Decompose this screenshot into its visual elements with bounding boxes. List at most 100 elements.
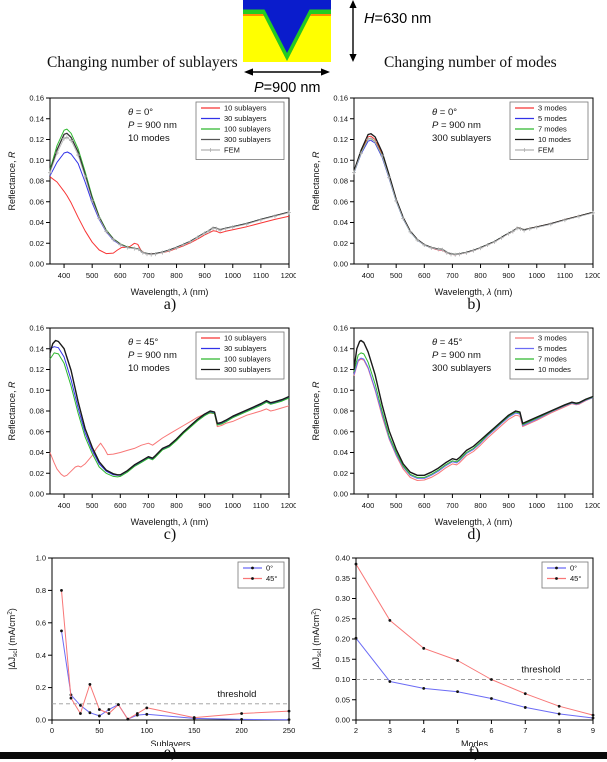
panel-c: 400 500 600 700 800 900 1000 1100 1200 0.00 0.02 0.… xyxy=(4,316,300,544)
svg-text:0.20: 0.20 xyxy=(335,635,350,644)
svg-text:0.06: 0.06 xyxy=(333,427,348,436)
condition-annotation: θ = 45° xyxy=(432,337,463,348)
condition-annotation: P = 900 nm xyxy=(432,350,481,361)
svg-text:600: 600 xyxy=(418,271,431,280)
svg-text:0.06: 0.06 xyxy=(333,197,348,206)
svg-text:0.00: 0.00 xyxy=(29,260,44,269)
svg-text:800: 800 xyxy=(474,501,487,510)
condition-annotation: 10 modes xyxy=(128,363,170,374)
series-5 modes xyxy=(353,357,594,479)
svg-text:0: 0 xyxy=(50,726,54,735)
svg-text:1200: 1200 xyxy=(281,501,296,510)
svg-text:0.10: 0.10 xyxy=(333,156,348,165)
right-column-title: Changing number of modes xyxy=(384,54,557,71)
legend-label: 30 sublayers xyxy=(224,344,267,353)
svg-text:1000: 1000 xyxy=(528,501,545,510)
svg-text:0.14: 0.14 xyxy=(333,114,348,123)
caption-a: a) xyxy=(163,296,177,313)
series-10 modes xyxy=(353,339,594,476)
svg-text:1100: 1100 xyxy=(557,271,573,280)
period-arrow-icon xyxy=(244,68,330,76)
condition-annotation: θ = 0° xyxy=(432,107,457,118)
legend-label: 300 sublayers xyxy=(224,135,271,144)
condition-annotation: P = 900 nm xyxy=(128,350,177,361)
svg-text:0.12: 0.12 xyxy=(333,365,348,374)
legend-label: 0° xyxy=(266,564,273,573)
svg-text:0.08: 0.08 xyxy=(29,177,44,186)
svg-text:0.02: 0.02 xyxy=(333,239,348,248)
chart-f-canvas: 2 3 4 5 6 7 8 9 0.00 0.05 0.10 0.15 0.20 0.25 0.30 0.35… xyxy=(311,554,595,746)
legend-label: 45° xyxy=(570,574,581,583)
svg-text:400: 400 xyxy=(362,501,375,510)
svg-text:0.12: 0.12 xyxy=(333,135,348,144)
chart-b-canvas: 400 500 600 700 800 900 1000 1100 1200 0.00 0.02 0.… xyxy=(311,94,600,297)
chart-d-canvas: 400 500 600 700 800 900 1000 1100 1200 0.00 0.02 0.… xyxy=(311,324,600,527)
svg-text:800: 800 xyxy=(170,501,183,510)
svg-text:0.14: 0.14 xyxy=(333,344,348,353)
page-edge-bar xyxy=(0,752,607,759)
series-0° xyxy=(61,630,290,721)
svg-text:6: 6 xyxy=(489,726,493,735)
legend-label: 10 sublayers xyxy=(224,334,267,343)
legend-label: 5 modes xyxy=(538,114,567,123)
svg-text:0.12: 0.12 xyxy=(29,365,44,374)
svg-text:1.0: 1.0 xyxy=(36,554,46,563)
legend-label: 10 sublayers xyxy=(224,104,267,113)
svg-text:500: 500 xyxy=(390,501,403,510)
series-300 sublayers xyxy=(49,339,290,476)
x-axis-label: Sublayers xyxy=(150,739,191,746)
svg-text:700: 700 xyxy=(446,271,459,280)
series-0° xyxy=(355,637,594,719)
legend-label: 0° xyxy=(570,564,577,573)
legend-label: 7 modes xyxy=(538,125,567,134)
condition-annotation: θ = 0° xyxy=(128,107,153,118)
threshold-label: threshold xyxy=(521,665,560,676)
svg-text:1100: 1100 xyxy=(557,501,573,510)
svg-text:150: 150 xyxy=(188,726,201,735)
svg-text:600: 600 xyxy=(114,271,127,280)
svg-text:0.10: 0.10 xyxy=(335,675,350,684)
svg-text:9: 9 xyxy=(591,726,595,735)
panel-f: 2 3 4 5 6 7 8 9 0.00 0.05 0.10 0.15 0.20 0.25 0.30 0.35… xyxy=(308,548,604,762)
svg-text:1200: 1200 xyxy=(585,271,600,280)
y-axis-label: |ΔJsc| (mA/cm2) xyxy=(311,608,324,670)
svg-text:5: 5 xyxy=(455,726,459,735)
condition-annotation: P = 900 nm xyxy=(128,120,177,131)
legend-label: 3 modes xyxy=(538,334,567,343)
svg-text:500: 500 xyxy=(86,271,99,280)
svg-text:600: 600 xyxy=(114,501,127,510)
condition-annotation: 10 modes xyxy=(128,133,170,144)
caption-c: c) xyxy=(163,526,177,543)
x-axis-label: Wavelength, λ (nm) xyxy=(131,517,209,527)
legend-box xyxy=(237,561,285,589)
svg-text:0.15: 0.15 xyxy=(335,655,350,664)
svg-text:0.4: 0.4 xyxy=(36,651,46,660)
height-label: H=630 nm xyxy=(364,11,431,27)
svg-text:800: 800 xyxy=(474,271,487,280)
plot-frame xyxy=(51,557,290,721)
series-45° xyxy=(355,563,594,716)
svg-text:0.10: 0.10 xyxy=(333,386,348,395)
svg-text:0.40: 0.40 xyxy=(335,554,350,563)
svg-text:0.04: 0.04 xyxy=(333,218,348,227)
condition-annotation: θ = 45° xyxy=(128,337,159,348)
height-arrow-icon xyxy=(349,0,357,62)
x-axis-label: Wavelength, λ (nm) xyxy=(435,287,513,297)
svg-text:0.06: 0.06 xyxy=(29,197,44,206)
chart-c-canvas: 400 500 600 700 800 900 1000 1100 1200 0.00 0.02 0.… xyxy=(7,324,296,527)
schematic-grating xyxy=(243,0,331,53)
y-axis-label: |ΔJsc| (mA/cm2) xyxy=(7,608,20,670)
series-30 sublayers xyxy=(49,151,290,255)
svg-text:600: 600 xyxy=(418,501,431,510)
svg-text:0.04: 0.04 xyxy=(333,448,348,457)
svg-text:400: 400 xyxy=(362,271,375,280)
svg-text:0.8: 0.8 xyxy=(36,586,46,595)
x-axis-label: Wavelength, λ (nm) xyxy=(131,287,209,297)
series-3 modes xyxy=(353,358,594,481)
svg-text:0.00: 0.00 xyxy=(29,490,44,499)
svg-text:1200: 1200 xyxy=(585,501,600,510)
svg-text:0.06: 0.06 xyxy=(29,427,44,436)
svg-text:0.30: 0.30 xyxy=(335,594,350,603)
svg-text:700: 700 xyxy=(446,501,459,510)
